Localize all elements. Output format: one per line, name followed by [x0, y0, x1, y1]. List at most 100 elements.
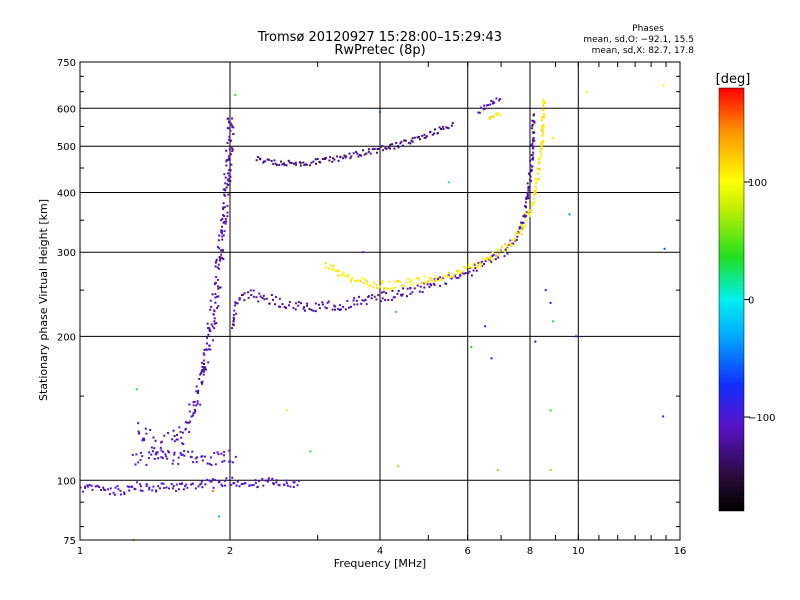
data-point	[338, 309, 341, 311]
data-point	[362, 282, 365, 285]
data-point	[510, 242, 513, 245]
data-point	[455, 276, 458, 279]
data-point	[230, 163, 233, 166]
data-point	[332, 268, 335, 270]
data-point	[532, 156, 535, 159]
stats-line-o: mean, sd,O: −92.1, 15.5	[583, 35, 694, 45]
data-point	[126, 485, 129, 488]
data-point	[391, 143, 394, 146]
data-point	[442, 128, 445, 130]
data-point	[231, 148, 234, 151]
data-point	[346, 300, 349, 302]
data-point	[201, 361, 203, 364]
data-point	[378, 147, 381, 150]
data-point	[340, 274, 343, 277]
data-point	[262, 294, 265, 297]
data-point	[541, 133, 544, 136]
data-point	[164, 453, 167, 456]
data-point	[193, 400, 196, 403]
data-point	[285, 307, 288, 309]
data-point	[363, 153, 366, 156]
outlier-point	[663, 247, 666, 250]
data-point	[180, 453, 183, 456]
data-point	[356, 152, 359, 155]
data-point	[405, 281, 408, 284]
data-point	[238, 485, 241, 488]
data-point	[223, 194, 226, 197]
data-point	[179, 452, 182, 454]
data-point	[213, 283, 216, 286]
data-point	[226, 178, 229, 181]
data-point	[382, 287, 385, 290]
data-point	[532, 147, 535, 150]
data-point	[217, 263, 220, 266]
data-point	[400, 294, 403, 297]
data-point	[90, 484, 93, 487]
data-point	[252, 289, 255, 292]
data-point	[94, 485, 97, 488]
data-point	[364, 298, 367, 301]
data-point	[224, 484, 227, 487]
data-point	[141, 489, 144, 492]
data-point	[222, 206, 225, 209]
data-point	[410, 279, 413, 282]
data-point	[278, 484, 281, 487]
data-point	[325, 266, 328, 269]
data-point	[397, 290, 400, 292]
data-point	[318, 307, 321, 310]
data-point	[343, 154, 346, 157]
data-point	[258, 480, 260, 483]
data-point	[197, 389, 200, 392]
data-point	[238, 298, 241, 301]
data-point	[490, 100, 493, 102]
data-point	[326, 301, 329, 304]
data-point	[504, 250, 507, 253]
data-point	[339, 155, 342, 158]
data-point	[139, 483, 142, 486]
data-point	[472, 265, 475, 268]
data-point	[238, 297, 241, 299]
outlier-point	[585, 90, 588, 93]
data-point	[514, 234, 517, 237]
data-point	[344, 156, 347, 159]
data-point	[296, 484, 299, 487]
data-point	[177, 488, 180, 491]
data-point	[540, 153, 543, 156]
data-point	[295, 163, 298, 166]
data-point	[235, 484, 238, 487]
x-tick-label: 2	[227, 546, 233, 557]
data-point	[509, 242, 512, 245]
data-point	[216, 278, 219, 281]
data-point	[88, 483, 91, 486]
outlier-point	[447, 181, 450, 184]
data-point	[223, 479, 226, 482]
data-point	[356, 303, 359, 306]
x-axis-ticks: 1 2 4 6 8 10 16	[77, 62, 686, 557]
data-point	[191, 450, 194, 453]
data-point	[384, 287, 387, 290]
data-point	[404, 139, 407, 142]
data-point	[162, 482, 165, 485]
data-point	[538, 161, 541, 163]
data-point	[241, 293, 244, 296]
data-point	[201, 486, 204, 489]
data-point	[183, 450, 186, 453]
data-point	[147, 457, 150, 460]
data-point	[426, 135, 428, 138]
data-point	[454, 273, 457, 275]
data-point	[225, 159, 228, 162]
data-point	[423, 133, 426, 136]
data-point	[347, 274, 350, 277]
data-point	[332, 264, 335, 267]
data-point	[149, 429, 152, 431]
colorbar-label: [deg]	[716, 72, 751, 87]
data-point	[228, 174, 231, 177]
data-point	[542, 99, 545, 102]
data-point	[433, 132, 436, 135]
data-point	[207, 333, 210, 336]
data-point	[225, 186, 228, 189]
data-point	[391, 298, 393, 301]
data-point	[216, 245, 219, 248]
data-point	[162, 450, 165, 453]
data-point	[357, 279, 360, 282]
